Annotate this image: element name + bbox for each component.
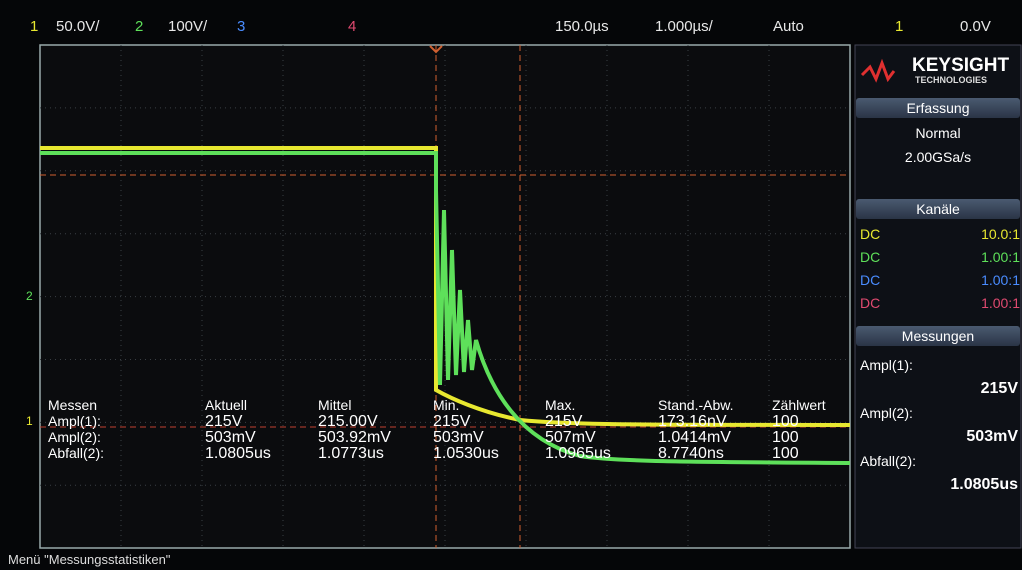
table-header: Messen	[48, 397, 97, 413]
brand-sub: TECHNOLOGIES	[915, 75, 987, 86]
channel-number: 4	[348, 18, 356, 35]
row-label: Abfall(2):	[48, 445, 104, 461]
table-header: Mittel	[318, 397, 351, 413]
sample-rate: 2.00GSa/s	[858, 149, 1018, 165]
table-header: Zählwert	[772, 397, 826, 413]
table-header: Min.	[433, 397, 459, 413]
table-cell: 1.0530us	[433, 445, 499, 463]
channel-number: 2	[135, 18, 143, 35]
table-cell: 8.7740ns	[658, 445, 724, 463]
coupling: DC	[860, 249, 880, 265]
section-title: Erfassung	[858, 100, 1018, 116]
status-message: Menü "Messungsstatistiken"	[8, 552, 170, 567]
channel-1-marker: 1	[26, 414, 33, 428]
table-cell: 100	[772, 445, 799, 463]
measurement-label: Ampl(1):	[860, 357, 913, 373]
trigger-source: 1	[895, 18, 903, 35]
table-cell: 1.0773us	[318, 445, 384, 463]
channel-number: 1	[30, 18, 38, 35]
table-header: Stand.-Abw.	[658, 397, 734, 413]
measurement-label: Ampl(2):	[860, 405, 913, 421]
table-cell: 1.0965us	[545, 445, 611, 463]
table-header: Aktuell	[205, 397, 247, 413]
measurement-value: 215V	[981, 380, 1018, 398]
channel-scale: 100V/	[168, 18, 207, 35]
trigger-mode: Auto	[773, 18, 804, 35]
trigger-level: 0.0V	[960, 18, 991, 35]
measurement-label: Abfall(2):	[860, 453, 916, 469]
probe-ratio: 1.00:1	[981, 272, 1020, 288]
probe-ratio: 1.00:1	[981, 249, 1020, 265]
measurement-value: 503mV	[966, 428, 1018, 446]
probe-ratio: 1.00:1	[981, 295, 1020, 311]
coupling: DC	[860, 295, 880, 311]
table-header: Max.	[545, 397, 575, 413]
table-cell: 1.0805us	[205, 445, 271, 463]
section-title: Kanäle	[858, 201, 1018, 217]
section-title: Messungen	[858, 328, 1018, 344]
probe-ratio: 10.0:1	[981, 226, 1020, 242]
coupling: DC	[860, 226, 880, 242]
acquisition-mode: Normal	[858, 125, 1018, 141]
timebase: 1.000µs/	[655, 18, 713, 35]
oscilloscope-screen: 2 1 150.0V/2100V/34150.0µs1.000µs/Auto10…	[0, 0, 1022, 570]
coupling: DC	[860, 272, 880, 288]
row-label: Ampl(1):	[48, 413, 101, 429]
measurement-value: 1.0805us	[950, 476, 1018, 494]
channel-2-marker: 2	[26, 289, 33, 303]
brand: KEYSIGHT	[912, 55, 1009, 76]
channel-number: 3	[237, 18, 245, 35]
row-label: Ampl(2):	[48, 429, 101, 445]
channel-scale: 50.0V/	[56, 18, 99, 35]
delay: 150.0µs	[555, 18, 609, 35]
